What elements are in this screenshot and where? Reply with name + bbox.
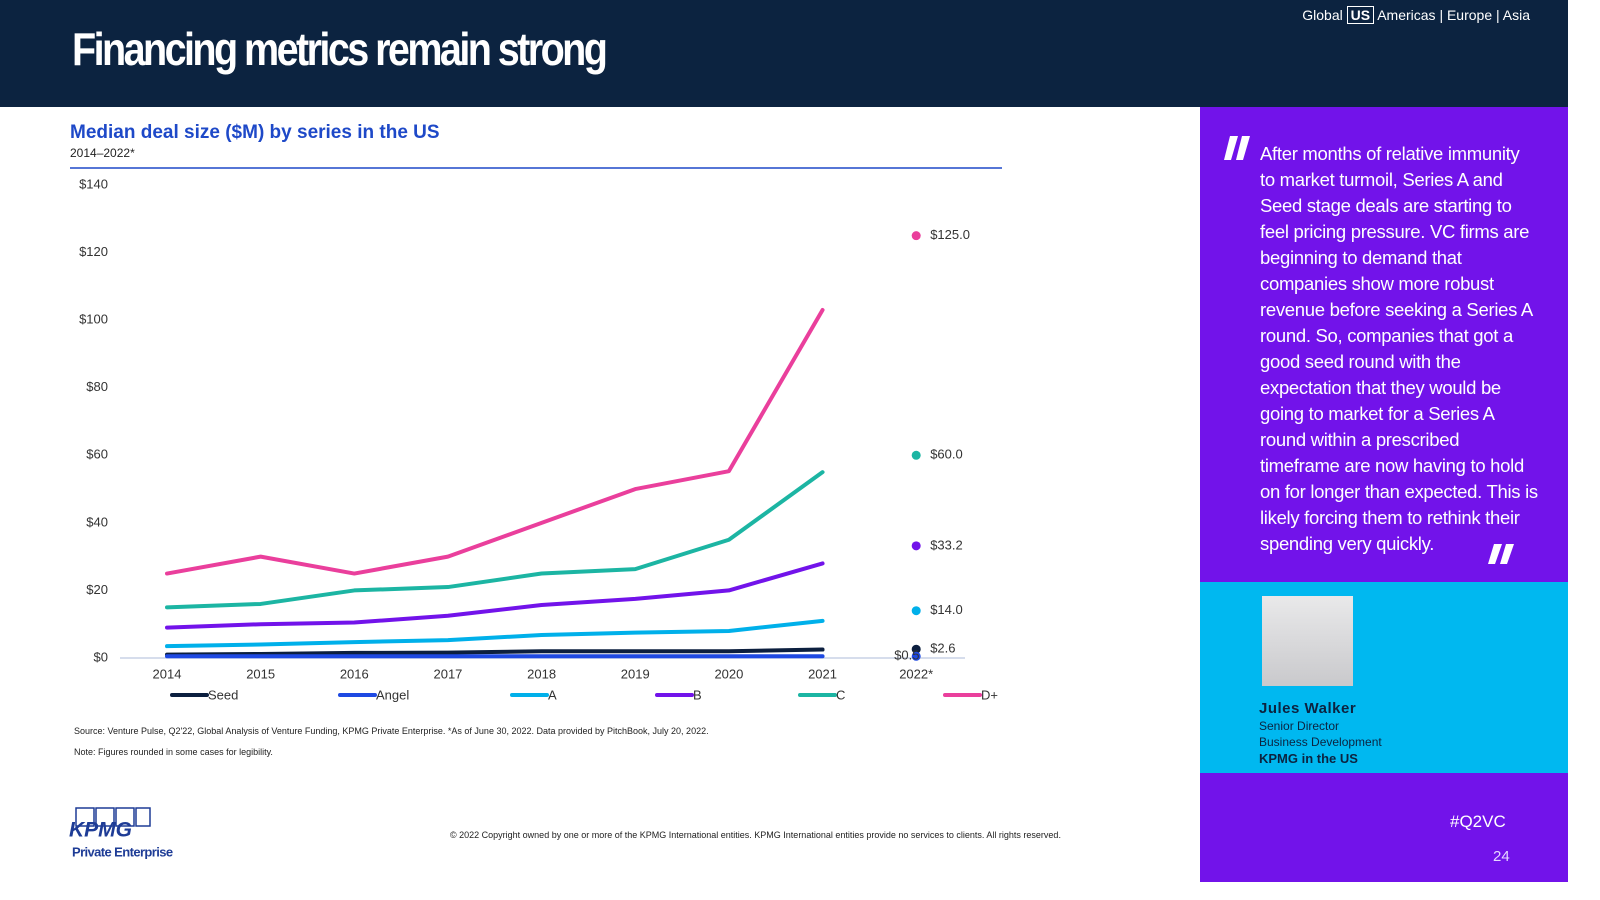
end-point (911, 606, 921, 616)
data-label: $60.0 (930, 447, 963, 462)
data-label: $0.5 (894, 648, 919, 663)
series-line (165, 308, 825, 576)
header (0, 0, 1568, 107)
slide-title: Financing metrics remain strong (72, 23, 608, 75)
copyright: © 2022 Copyright owned by one or more of… (450, 830, 1061, 840)
data-label: $14.0 (930, 602, 963, 617)
series-line (165, 470, 825, 610)
nav-link[interactable]: Americas | Europe | Asia (1377, 7, 1530, 23)
nav-link[interactable]: Global (1302, 7, 1343, 23)
end-point (911, 651, 921, 661)
person-panel (1200, 582, 1568, 773)
y-tick-label: $20 (86, 582, 108, 597)
legend-label: Seed (208, 687, 238, 702)
x-tick-label: 2016 (340, 666, 369, 681)
x-tick-label: 2018 (527, 666, 556, 681)
legend-label: B (693, 687, 702, 702)
series-line (165, 561, 825, 630)
x-tick-label: 2021 (808, 666, 837, 681)
close-quote (1488, 544, 1514, 564)
quote-text: After months of relative immunity to mar… (1260, 143, 1538, 554)
x-tick-label: 2019 (621, 666, 650, 681)
chart-title: Median deal size ($M) by series in the U… (70, 122, 440, 143)
hashtag: #Q2VC (1450, 812, 1506, 831)
y-tick-label: $100 (79, 312, 108, 327)
y-tick-label: $0 (94, 649, 108, 664)
legend-label: D+ (981, 687, 998, 702)
note: Note: Figures rounded in some cases for … (74, 747, 273, 757)
nav-current[interactable]: US (1346, 6, 1375, 24)
y-tick-label: $140 (79, 176, 108, 191)
end-point (911, 231, 921, 241)
end-point (911, 644, 921, 654)
source: Source: Venture Pulse, Q2'22, Global Ana… (74, 726, 709, 736)
legend-label: A (548, 687, 557, 702)
logo-sub: Private Enterprise (72, 844, 173, 859)
y-tick-label: $60 (86, 447, 108, 462)
portrait (1262, 596, 1353, 686)
person-org: KPMG in the US (1259, 751, 1358, 766)
region-nav: Global US Americas | Europe | Asia (1302, 6, 1530, 24)
series-line (165, 647, 825, 657)
quote-marks (1224, 136, 1514, 564)
end-point (911, 541, 921, 551)
person-department: Business Development (1259, 735, 1382, 749)
open-quote (1224, 136, 1250, 160)
x-tick-label: 2014 (153, 666, 182, 681)
data-label: $2.6 (930, 641, 955, 656)
y-tick-label: $80 (86, 379, 108, 394)
x-tick-label: 2022* (899, 666, 933, 681)
series-line (165, 618, 825, 649)
logo: KPMG Private Enterprise (69, 807, 173, 859)
chart: Median deal size ($M) by series in the U… (70, 122, 1002, 702)
page-number: 24 (1493, 848, 1510, 865)
data-label: $125.0 (930, 227, 970, 242)
legend-label: Angel (376, 687, 409, 702)
x-tick-label: 2017 (433, 666, 462, 681)
x-tick-label: 2020 (714, 666, 743, 681)
end-point (911, 450, 921, 460)
y-tick-label: $40 (86, 514, 108, 529)
data-label: $33.2 (930, 537, 963, 552)
logo-text: KPMG (69, 819, 132, 842)
legend-label: C (836, 687, 845, 702)
person-role: Senior Director (1259, 719, 1340, 733)
y-tick-label: $120 (79, 244, 108, 259)
person-name: Jules Walker (1259, 700, 1357, 717)
x-tick-label: 2015 (246, 666, 275, 681)
chart-subtitle: 2014–2022* (70, 146, 135, 160)
